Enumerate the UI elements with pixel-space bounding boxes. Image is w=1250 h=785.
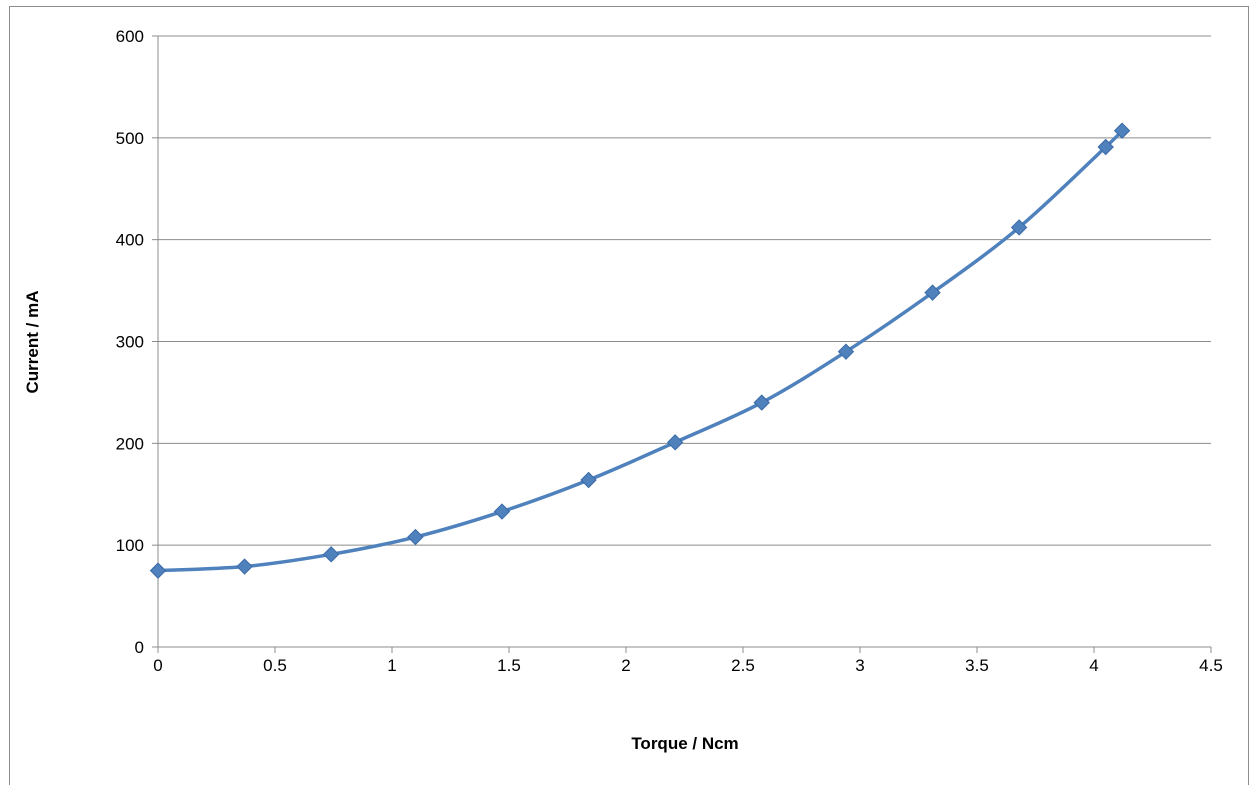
gridlines: [158, 35, 1211, 546]
series-group: [149, 122, 1131, 579]
x-tick-label: 1.5: [497, 656, 521, 675]
data-point-marker: [1010, 219, 1028, 236]
y-tick-label: 400: [116, 231, 144, 250]
data-point-marker: [322, 546, 340, 563]
axes: [152, 35, 1212, 653]
y-tick-label: 500: [116, 129, 144, 148]
data-point-marker: [149, 562, 167, 579]
y-tick-label: 300: [116, 333, 144, 352]
series-line: [157, 129, 1124, 573]
data-point-marker: [924, 284, 941, 301]
y-tick-label: 200: [116, 434, 144, 453]
x-tick-label: 3: [855, 656, 864, 675]
x-tick-labels: 0 0.5 1 1.5 2 2.5 3 3.5 4 4.5: [153, 656, 1223, 675]
data-point-marker: [753, 394, 770, 411]
data-point-marker: [666, 434, 684, 451]
y-tick-label: 100: [116, 536, 144, 555]
y-tick-label: 600: [116, 27, 144, 46]
data-point-marker: [1097, 138, 1114, 156]
data-point-marker: [493, 503, 511, 520]
x-tick-label: 0: [153, 656, 162, 675]
data-point-marker: [407, 528, 424, 546]
x-tick-label: 4.5: [1199, 656, 1223, 675]
x-tick-label: 4: [1089, 656, 1098, 675]
x-tick-label: 0.5: [263, 656, 287, 675]
x-tick-label: 1: [387, 656, 396, 675]
x-tick-label: 2.5: [731, 656, 755, 675]
y-axis-title: Current / mA: [23, 291, 42, 394]
x-tick-label: 2: [621, 656, 630, 675]
y-tick-labels: 0 100 200 300 400 500 600: [116, 27, 144, 657]
y-tick-label: 0: [135, 638, 144, 657]
data-point-marker: [236, 558, 253, 575]
x-axis-title: Torque / Ncm: [631, 734, 738, 753]
data-point-marker: [1113, 122, 1131, 139]
data-point-marker: [580, 471, 597, 489]
x-tick-label: 3.5: [965, 656, 989, 675]
data-point-marker: [837, 343, 855, 360]
chart-frame: [9, 6, 1249, 785]
